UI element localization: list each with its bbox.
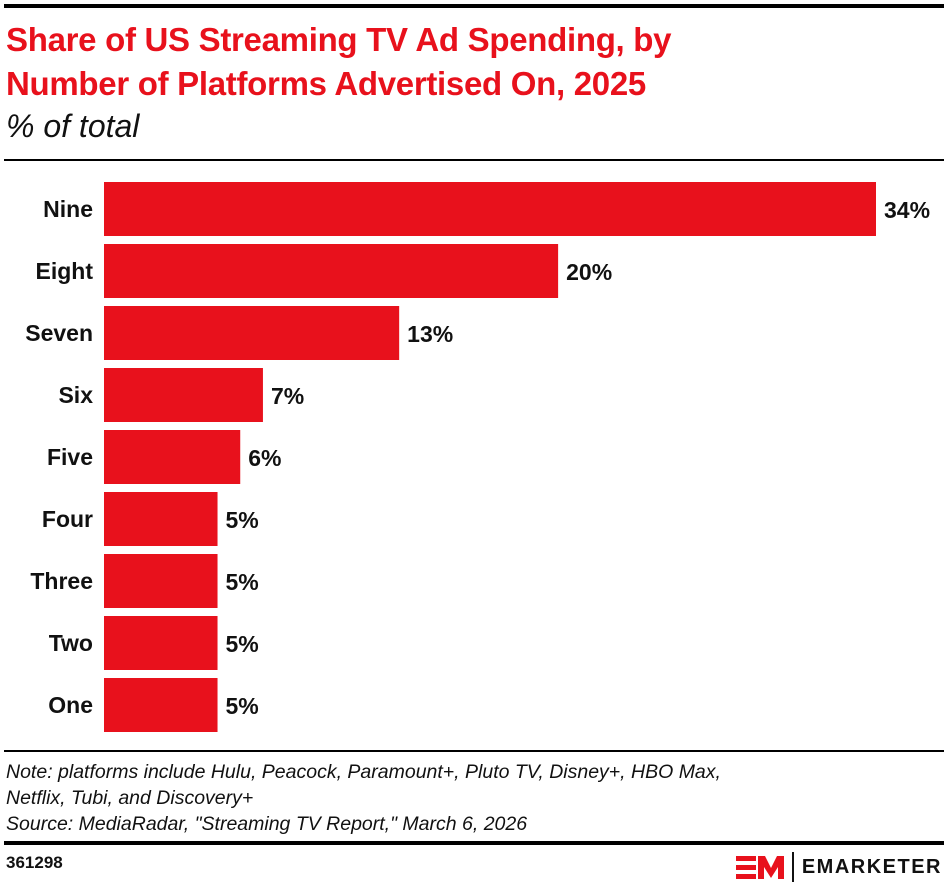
chart-title: Share of US Streaming TV Ad Spending, by… (6, 18, 672, 106)
category-label: Eight (36, 258, 94, 284)
data-label: 6% (248, 445, 281, 471)
category-label: Two (49, 630, 93, 656)
note-line-2: Netflix, Tubi, and Discovery+ (6, 787, 254, 809)
brand-name: EMARKETER (801, 855, 942, 878)
header-rule (4, 159, 944, 161)
category-label: Seven (25, 320, 93, 346)
bar-nine (104, 182, 876, 236)
bar-chart: Nine 34% Eight 20% Seven 13% Six 7% Five 6% Four 5%… (25, 182, 930, 732)
source: Source: MediaRadar, "Streaming TV Report… (6, 813, 528, 835)
bar-two (104, 616, 218, 670)
footer-rule (4, 750, 944, 752)
data-label: 5% (226, 507, 259, 533)
data-label: 34% (884, 197, 930, 223)
title-line-2: Number of Platforms Advertised On, 2025 (6, 65, 646, 102)
bar-seven (104, 306, 400, 360)
em-logo-icon (735, 856, 784, 879)
bottom-rule (4, 841, 944, 845)
data-label: 20% (566, 259, 612, 285)
category-label: Five (47, 444, 93, 470)
bar-eight (104, 244, 559, 298)
category-label: Four (42, 506, 93, 532)
category-label: Three (30, 568, 93, 594)
emarketer-logo: EMARKETER (735, 852, 942, 882)
note-line-1: Note: platforms include Hulu, Peacock, P… (6, 761, 721, 783)
logo-divider (791, 852, 794, 882)
bar-one (104, 678, 218, 732)
category-label: Six (58, 382, 93, 408)
chart-subtitle: % of total (6, 108, 140, 144)
data-label: 5% (226, 693, 259, 719)
bar-three (104, 554, 218, 608)
bar-six (104, 368, 263, 422)
bar-four (104, 492, 218, 546)
title-line-1: Share of US Streaming TV Ad Spending, by (6, 21, 672, 58)
data-label: 13% (407, 321, 453, 347)
note: Note: platforms include Hulu, Peacock, P… (6, 759, 721, 837)
category-label: One (48, 692, 93, 718)
data-label: 7% (271, 383, 304, 409)
bar-five (104, 430, 241, 484)
top-rule (4, 4, 944, 8)
category-label: Nine (43, 196, 93, 222)
chart-id: 361298 (6, 853, 63, 872)
data-label: 5% (226, 631, 259, 657)
data-label: 5% (226, 569, 259, 595)
